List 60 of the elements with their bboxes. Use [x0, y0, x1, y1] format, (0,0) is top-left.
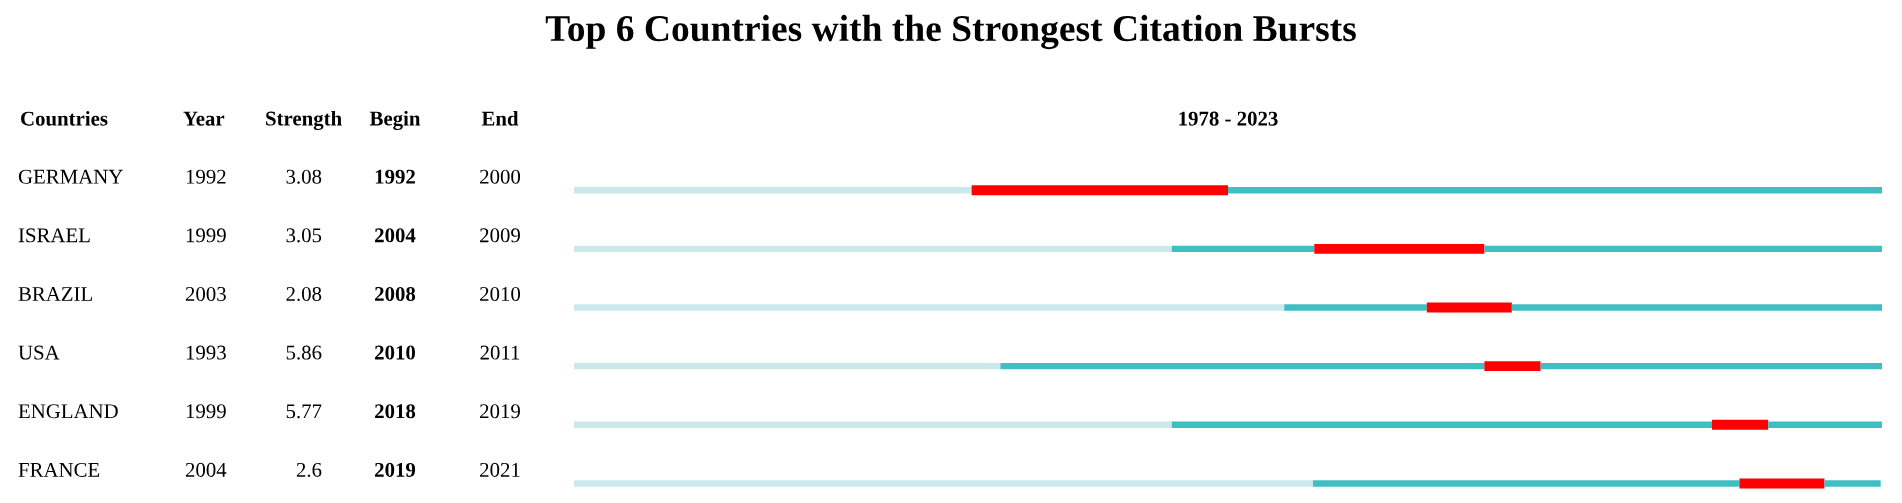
text: 1992 — [375, 169, 415, 184]
bar — [1511, 304, 1882, 311]
text: End — [481, 111, 519, 126]
text: 2019 — [375, 462, 416, 477]
text: Begin — [369, 110, 421, 130]
bar — [1426, 302, 1512, 313]
text: 2000 — [480, 169, 521, 184]
bar — [1484, 361, 1541, 372]
text: 2003 — [185, 286, 226, 301]
bar — [1228, 187, 1882, 194]
bar — [1171, 421, 1712, 428]
text: 2.6 — [296, 462, 322, 477]
text: 2019 — [480, 404, 520, 419]
text: 5.77 — [286, 404, 322, 419]
bar — [971, 185, 1228, 196]
bar — [574, 362, 1001, 370]
text: 2018 — [375, 404, 416, 419]
chart-title: Top 6 Countries with the Strongest Citation Bursts — [545, 14, 1356, 50]
bar — [1314, 243, 1485, 254]
text: 1978 - 2023 — [1179, 111, 1278, 126]
text: Countries — [21, 111, 108, 126]
bar — [574, 187, 972, 194]
text: 2011 — [480, 345, 520, 360]
text: 3.05 — [286, 228, 322, 243]
text: 1993 — [186, 345, 226, 360]
bar — [1540, 362, 1882, 370]
y-tick-label: FRANCE — [18, 462, 100, 477]
bar — [1000, 362, 1485, 370]
bar — [1768, 421, 1882, 428]
bar — [1484, 245, 1882, 253]
text: 2004 — [185, 462, 227, 477]
text: Year — [183, 111, 225, 126]
text: 1999 — [186, 228, 226, 243]
bar — [1711, 419, 1769, 430]
text: 2.08 — [286, 286, 322, 302]
bar — [1284, 304, 1427, 311]
bar — [574, 304, 1285, 311]
y-tick-label: ENGLAND — [18, 404, 118, 419]
text: 2009 — [480, 228, 520, 243]
text: 1999 — [186, 404, 226, 419]
text: 5.86 — [286, 345, 322, 360]
bar — [1313, 480, 1740, 487]
text: 3.08 — [286, 169, 322, 184]
text: 1992 — [186, 169, 226, 184]
text: 2021 — [480, 462, 520, 477]
text: 2008 — [375, 286, 416, 301]
text: 2010 — [375, 345, 416, 360]
bar — [574, 480, 1314, 487]
bar — [1739, 478, 1825, 489]
bar — [574, 245, 1172, 253]
text: 2004 — [375, 228, 416, 243]
y-tick-label: USA — [18, 345, 60, 360]
y-tick-label: BRAZIL — [18, 287, 92, 301]
bar — [574, 421, 1172, 428]
bar — [1824, 480, 1881, 487]
y-tick-label: ISRAEL — [18, 228, 90, 243]
text: Strength — [266, 110, 342, 130]
y-tick-label: GERMANY — [18, 169, 123, 184]
text: 2010 — [480, 286, 521, 301]
bar — [1171, 245, 1315, 253]
